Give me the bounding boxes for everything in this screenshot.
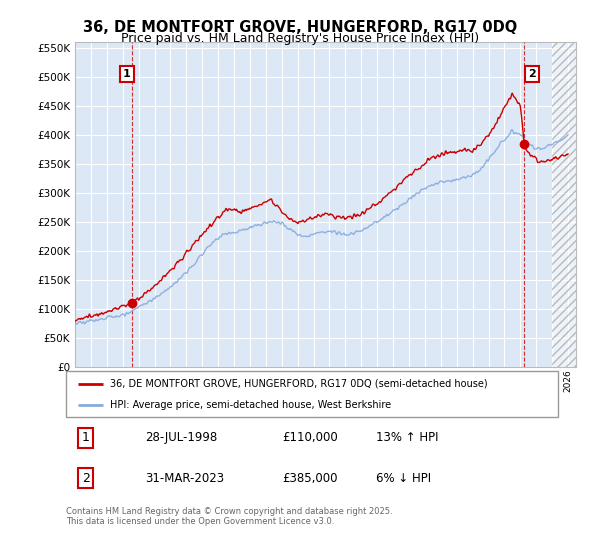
Text: HPI: Average price, semi-detached house, West Berkshire: HPI: Average price, semi-detached house,… — [110, 400, 391, 410]
Text: Price paid vs. HM Land Registry's House Price Index (HPI): Price paid vs. HM Land Registry's House … — [121, 32, 479, 45]
Text: 1: 1 — [123, 69, 131, 79]
Text: 2: 2 — [529, 69, 536, 79]
Text: Contains HM Land Registry data © Crown copyright and database right 2025.
This d: Contains HM Land Registry data © Crown c… — [66, 507, 392, 526]
Text: £110,000: £110,000 — [283, 431, 338, 445]
Text: 36, DE MONTFORT GROVE, HUNGERFORD, RG17 0DQ (semi-detached house): 36, DE MONTFORT GROVE, HUNGERFORD, RG17 … — [110, 379, 488, 389]
Text: 2: 2 — [82, 472, 89, 485]
Text: 13% ↑ HPI: 13% ↑ HPI — [376, 431, 439, 445]
Text: 28-JUL-1998: 28-JUL-1998 — [145, 431, 217, 445]
Polygon shape — [552, 42, 576, 367]
Text: 36, DE MONTFORT GROVE, HUNGERFORD, RG17 0DQ: 36, DE MONTFORT GROVE, HUNGERFORD, RG17 … — [83, 20, 517, 35]
Text: £385,000: £385,000 — [283, 472, 338, 485]
FancyBboxPatch shape — [66, 371, 558, 417]
Text: 6% ↓ HPI: 6% ↓ HPI — [376, 472, 431, 485]
Text: 31-MAR-2023: 31-MAR-2023 — [145, 472, 224, 485]
Text: 1: 1 — [82, 431, 89, 445]
